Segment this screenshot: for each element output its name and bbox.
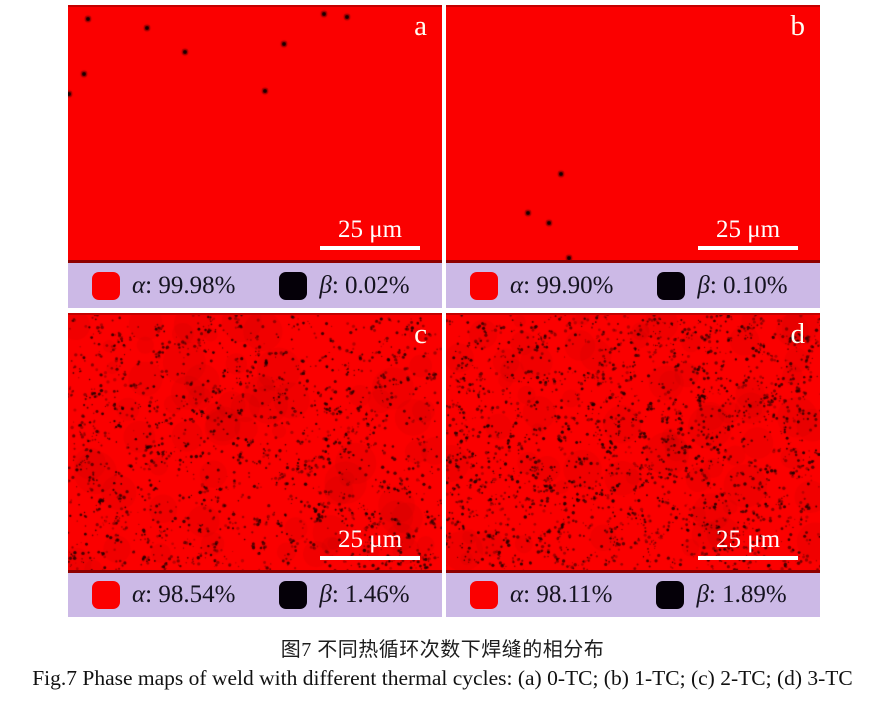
panel-c-micrograph: c 25 μm bbox=[68, 313, 442, 573]
panel-d-phase-map bbox=[446, 315, 820, 570]
panel-a-scale-bar: 25 μm bbox=[320, 217, 420, 250]
panel-d-legend: α: 98.11% β: 1.89% bbox=[446, 573, 820, 617]
scale-bar-line bbox=[320, 246, 420, 250]
panel-b-scale-bar: 25 μm bbox=[698, 217, 798, 250]
alpha-color-swatch bbox=[92, 581, 120, 609]
panel-d-scale-bar: 25 μm bbox=[698, 527, 798, 560]
scale-bar-label: 25 μm bbox=[715, 216, 781, 243]
alpha-value: : 99.90% bbox=[523, 271, 614, 299]
panel-d-letter: d bbox=[790, 318, 806, 350]
scale-bar-line bbox=[320, 556, 420, 560]
panel-a-phase-map bbox=[68, 7, 442, 260]
beta-label: β: 0.10% bbox=[697, 272, 787, 300]
beta-value: : 1.89% bbox=[708, 581, 787, 608]
alpha-value: : 99.98% bbox=[145, 271, 236, 299]
panel-b-legend: α: 99.90% β: 0.10% bbox=[446, 263, 820, 308]
scale-bar-line bbox=[698, 556, 798, 560]
alpha-value: : 98.11% bbox=[523, 581, 613, 608]
alpha-color-swatch bbox=[470, 271, 498, 300]
alpha-label: α: 98.54% bbox=[132, 581, 235, 609]
panel-a: a 25 μm α: 99.98% β: 0.02% bbox=[68, 5, 442, 308]
alpha-symbol: α bbox=[132, 271, 146, 299]
scale-bar-line bbox=[698, 246, 798, 250]
alpha-label: α: 99.98% bbox=[132, 272, 235, 300]
panel-d-micrograph: d 25 μm bbox=[446, 313, 820, 573]
alpha-value: : 98.54% bbox=[145, 581, 236, 608]
beta-symbol: β bbox=[697, 271, 710, 299]
beta-label: β: 0.02% bbox=[319, 272, 409, 300]
figure-row-bottom: c 25 μm α: 98.54% β: 1.46% d 25 μm bbox=[68, 313, 820, 617]
alpha-color-swatch bbox=[92, 271, 120, 300]
beta-label: β: 1.46% bbox=[319, 581, 409, 609]
alpha-label: α: 98.11% bbox=[510, 581, 612, 609]
beta-symbol: β bbox=[319, 271, 332, 299]
panel-a-micrograph: a 25 μm bbox=[68, 5, 442, 263]
panel-b-letter: b bbox=[790, 10, 806, 42]
caption-english: Fig.7 Phase maps of weld with different … bbox=[32, 666, 853, 690]
beta-label: β: 1.89% bbox=[696, 581, 786, 609]
panel-c-scale-bar: 25 μm bbox=[320, 527, 420, 560]
beta-value: : 0.02% bbox=[331, 271, 410, 299]
beta-color-swatch bbox=[279, 581, 308, 609]
panel-c-phase-map bbox=[68, 315, 442, 570]
beta-symbol: β bbox=[319, 581, 332, 608]
alpha-color-swatch bbox=[470, 581, 498, 609]
beta-value: : 1.46% bbox=[331, 581, 410, 608]
figure-row-top: a 25 μm α: 99.98% β: 0.02% b 25 μm bbox=[68, 5, 820, 308]
figure-7: a 25 μm α: 99.98% β: 0.02% b 25 μm bbox=[68, 5, 820, 617]
alpha-symbol: α bbox=[132, 581, 146, 608]
beta-color-swatch bbox=[656, 581, 685, 609]
beta-color-swatch bbox=[657, 271, 686, 300]
beta-value: : 0.10% bbox=[709, 271, 788, 299]
scale-bar-label: 25 μm bbox=[715, 526, 781, 553]
panel-c: c 25 μm α: 98.54% β: 1.46% bbox=[68, 313, 442, 617]
caption-chinese: 图7 不同热循环次数下焊缝的相分布 bbox=[280, 639, 605, 661]
beta-color-swatch bbox=[279, 271, 308, 300]
alpha-label: α: 99.90% bbox=[510, 272, 613, 300]
panel-b-micrograph: b 25 μm bbox=[446, 5, 820, 263]
panel-b-phase-map bbox=[446, 7, 820, 260]
scale-bar-label: 25 μm bbox=[337, 526, 403, 553]
panel-a-legend: α: 99.98% β: 0.02% bbox=[68, 263, 442, 308]
beta-symbol: β bbox=[696, 581, 709, 608]
alpha-symbol: α bbox=[510, 581, 524, 608]
scale-bar-label: 25 μm bbox=[337, 216, 403, 243]
panel-c-letter: c bbox=[414, 318, 427, 350]
panel-b: b 25 μm α: 99.90% β: 0.10% bbox=[446, 5, 820, 308]
panel-c-legend: α: 98.54% β: 1.46% bbox=[68, 573, 442, 617]
panel-a-letter: a bbox=[414, 10, 427, 42]
alpha-symbol: α bbox=[510, 271, 524, 299]
panel-d: d 25 μm α: 98.11% β: 1.89% bbox=[446, 313, 820, 617]
